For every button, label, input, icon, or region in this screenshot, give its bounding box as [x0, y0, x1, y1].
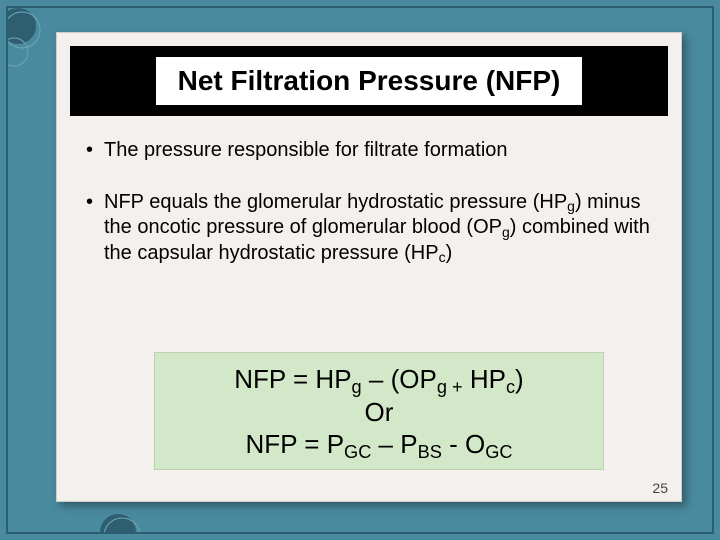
- bullet-item: • NFP equals the glomerular hydrostatic …: [86, 190, 652, 267]
- title-band: Net Filtration Pressure (NFP): [70, 46, 668, 116]
- content-card: Net Filtration Pressure (NFP) • The pres…: [56, 32, 682, 502]
- bottom-decoration: [8, 502, 208, 532]
- slide-frame: Net Filtration Pressure (NFP) • The pres…: [6, 6, 714, 534]
- bullet-dot: •: [86, 138, 104, 164]
- formula-box: NFP = HPg – (OPg + HPc) Or NFP = PGC – P…: [154, 352, 604, 470]
- bullet-dot: •: [86, 190, 104, 267]
- slide-title: Net Filtration Pressure (NFP): [156, 57, 583, 105]
- formula-line-2: Or: [171, 396, 587, 429]
- page-number: 25: [652, 480, 668, 496]
- bullet-text: The pressure responsible for filtrate fo…: [104, 138, 652, 164]
- formula-line-1: NFP = HPg – (OPg + HPc): [171, 363, 587, 396]
- bullet-item: • The pressure responsible for filtrate …: [86, 138, 652, 164]
- bullet-list: • The pressure responsible for filtrate …: [86, 138, 652, 292]
- bullet-text: NFP equals the glomerular hydrostatic pr…: [104, 190, 652, 267]
- corner-decoration: [8, 8, 58, 88]
- formula-line-3: NFP = PGC – PBS - OGC: [171, 428, 587, 461]
